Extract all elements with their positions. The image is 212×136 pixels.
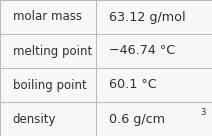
Bar: [96, 34, 212, 68]
Bar: [0, 0, 96, 34]
Text: −46.74 °C: −46.74 °C: [109, 44, 176, 58]
Text: 0.6 g/cm: 0.6 g/cm: [109, 112, 165, 126]
Text: 63.12 g/mol: 63.12 g/mol: [109, 10, 186, 24]
Bar: [0, 68, 96, 102]
Text: boiling point: boiling point: [13, 78, 86, 92]
Text: 60.1 °C: 60.1 °C: [109, 78, 157, 92]
Text: melting point: melting point: [13, 44, 92, 58]
Bar: [96, 102, 212, 136]
Text: density: density: [13, 112, 56, 126]
Bar: [96, 0, 212, 34]
Text: molar mass: molar mass: [13, 10, 82, 24]
Text: 3: 3: [201, 108, 206, 117]
Bar: [0, 102, 96, 136]
Bar: [0, 34, 96, 68]
Bar: [96, 68, 212, 102]
